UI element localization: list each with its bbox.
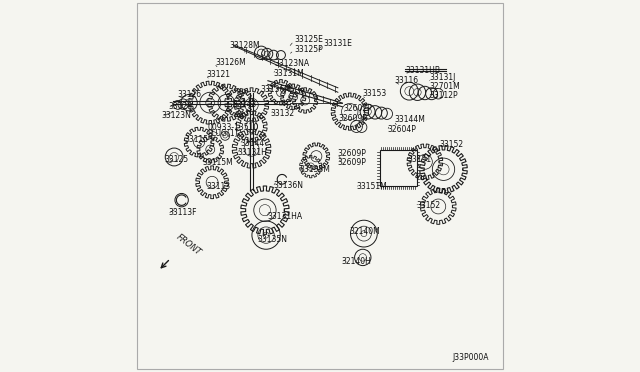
Text: 00933-13510: 00933-13510 [207, 123, 259, 132]
Text: 33152: 33152 [439, 140, 463, 149]
Text: 33151: 33151 [408, 155, 431, 164]
Text: 33133M: 33133M [300, 165, 330, 174]
Text: 33131H: 33131H [237, 148, 268, 157]
Text: 33113: 33113 [207, 182, 230, 190]
Bar [380, 150, 417, 186]
Text: 33131HB: 33131HB [406, 66, 440, 75]
Text: 33152: 33152 [416, 201, 440, 210]
Text: FRONT: FRONT [174, 232, 202, 257]
Text: 32701M: 32701M [429, 82, 460, 91]
Text: 33115M: 33115M [203, 158, 234, 167]
Text: 33144M: 33144M [394, 115, 425, 124]
Text: 32140M: 32140M [349, 227, 380, 236]
Text: 33125E: 33125E [294, 35, 324, 44]
Text: 33144: 33144 [240, 139, 264, 148]
Text: 32140H: 32140H [342, 257, 371, 266]
Text: 33115: 33115 [184, 135, 209, 144]
Text: 33125: 33125 [164, 155, 189, 164]
Text: 33143: 33143 [232, 100, 257, 109]
Text: 33131HA: 33131HA [267, 212, 302, 221]
Text: 33135N: 33135N [257, 235, 287, 244]
Text: 33131J: 33131J [429, 73, 456, 81]
Text: 33123N: 33123N [162, 111, 192, 120]
Text: 33131E: 33131E [324, 39, 353, 48]
Text: 33128M: 33128M [230, 41, 260, 50]
Text: 33136M: 33136M [260, 85, 291, 94]
Text: 33132: 33132 [271, 109, 295, 118]
Text: 33121: 33121 [207, 70, 230, 79]
Text: 33116: 33116 [394, 76, 419, 85]
Text: 33128: 33128 [168, 102, 192, 110]
Text: 33126: 33126 [178, 90, 202, 99]
Text: 32604P: 32604P [388, 125, 417, 134]
Text: PLUG(1): PLUG(1) [207, 129, 238, 138]
Text: J33P000A: J33P000A [452, 353, 489, 362]
Text: 32609P: 32609P [338, 149, 367, 158]
Text: 33131M: 33131M [273, 69, 304, 78]
Text: 33123NA: 33123NA [275, 60, 310, 68]
Text: 32609P: 32609P [339, 114, 367, 123]
Text: 33136N: 33136N [273, 181, 303, 190]
Text: 33112P: 33112P [429, 92, 458, 100]
Text: 32602P: 32602P [343, 104, 372, 113]
Text: 33151M: 33151M [356, 182, 387, 191]
Text: 33153: 33153 [363, 89, 387, 98]
Text: 33125P: 33125P [294, 45, 323, 54]
Text: 33126M: 33126M [215, 58, 246, 67]
Text: 32609P: 32609P [338, 158, 367, 167]
Text: 33113F: 33113F [168, 208, 196, 217]
